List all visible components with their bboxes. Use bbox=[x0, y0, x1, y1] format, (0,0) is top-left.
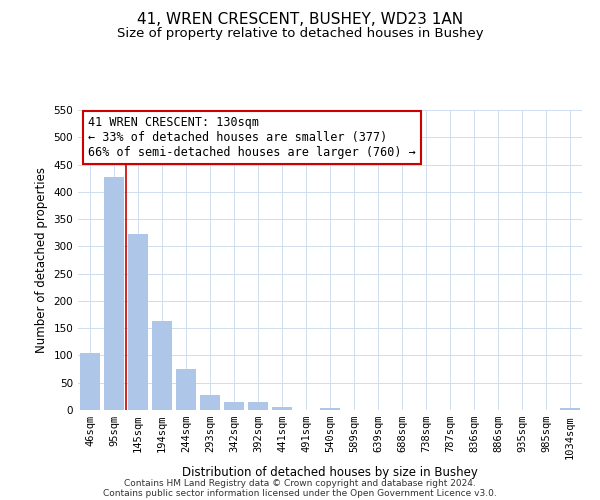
Text: Contains HM Land Registry data © Crown copyright and database right 2024.: Contains HM Land Registry data © Crown c… bbox=[124, 478, 476, 488]
Bar bbox=[176, 369, 196, 410]
Bar bbox=[560, 408, 580, 410]
Y-axis label: Number of detached properties: Number of detached properties bbox=[35, 167, 48, 353]
Text: 41 WREN CRESCENT: 130sqm
← 33% of detached houses are smaller (377)
66% of semi-: 41 WREN CRESCENT: 130sqm ← 33% of detach… bbox=[88, 116, 416, 159]
Text: 41, WREN CRESCENT, BUSHEY, WD23 1AN: 41, WREN CRESCENT, BUSHEY, WD23 1AN bbox=[137, 12, 463, 28]
Bar bbox=[128, 234, 148, 410]
Text: Contains public sector information licensed under the Open Government Licence v3: Contains public sector information licen… bbox=[103, 488, 497, 498]
X-axis label: Distribution of detached houses by size in Bushey: Distribution of detached houses by size … bbox=[182, 466, 478, 478]
Bar bbox=[320, 408, 340, 410]
Bar bbox=[80, 352, 100, 410]
Bar bbox=[104, 176, 124, 410]
Bar bbox=[152, 321, 172, 410]
Bar bbox=[272, 408, 292, 410]
Bar bbox=[224, 402, 244, 410]
Text: Size of property relative to detached houses in Bushey: Size of property relative to detached ho… bbox=[116, 28, 484, 40]
Bar bbox=[248, 402, 268, 410]
Bar bbox=[200, 396, 220, 410]
